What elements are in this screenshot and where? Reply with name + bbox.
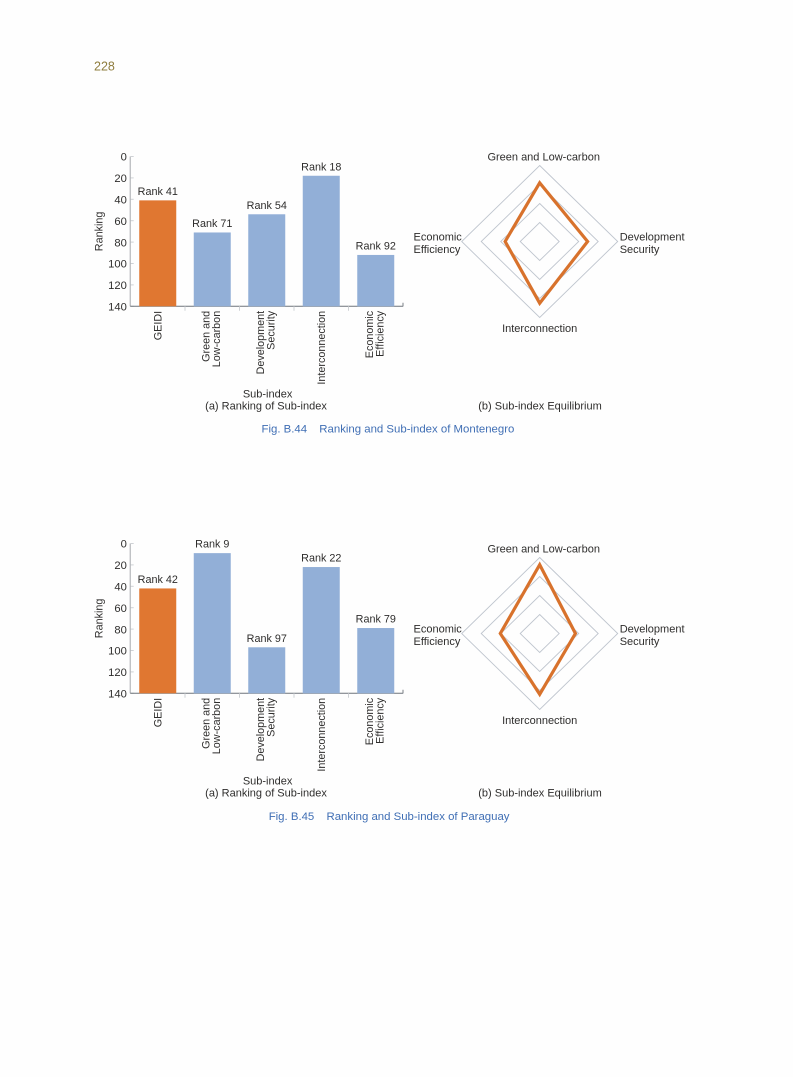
svg-text:Interconnection: Interconnection — [502, 323, 577, 335]
svg-text:Security: Security — [620, 244, 660, 256]
svg-text:Rank 41: Rank 41 — [138, 186, 178, 198]
svg-text:Security: Security — [620, 636, 660, 648]
svg-text:Development: Development — [620, 623, 685, 635]
svg-text:Green and: Green and — [200, 311, 212, 362]
svg-text:Rank 54: Rank 54 — [247, 200, 287, 212]
svg-text:(b) Sub-index Equilibrium: (b) Sub-index Equilibrium — [478, 788, 602, 800]
svg-text:Rank 71: Rank 71 — [192, 218, 232, 230]
svg-text:Interconnection: Interconnection — [316, 311, 328, 385]
svg-text:0: 0 — [121, 539, 127, 551]
svg-text:Interconnection: Interconnection — [316, 698, 328, 772]
svg-text:GEIDI: GEIDI — [153, 311, 165, 340]
svg-text:Sub-index: Sub-index — [243, 775, 293, 787]
svg-text:Economic: Economic — [364, 310, 376, 358]
svg-text:Ranking and Sub-index of Parag: Ranking and Sub-index of Paraguay — [327, 811, 510, 823]
svg-text:(a) Ranking of Sub-index: (a) Ranking of Sub-index — [205, 788, 327, 800]
svg-text:Ranking and Sub-index of Monte: Ranking and Sub-index of Montenegro — [319, 423, 514, 435]
svg-text:Security: Security — [266, 697, 278, 737]
svg-text:Low-carbon: Low-carbon — [211, 698, 223, 754]
svg-text:Security: Security — [266, 310, 278, 350]
svg-text:Ranking: Ranking — [94, 212, 106, 252]
svg-text:40: 40 — [114, 582, 126, 594]
svg-text:Fig. B.45: Fig. B.45 — [269, 811, 315, 823]
svg-text:228: 228 — [94, 60, 115, 74]
svg-text:Economic: Economic — [364, 697, 376, 745]
svg-text:60: 60 — [114, 603, 126, 615]
svg-text:Efficiency: Efficiency — [414, 244, 461, 256]
svg-text:Rank 9: Rank 9 — [195, 539, 229, 551]
svg-text:Efficiency: Efficiency — [414, 636, 461, 648]
svg-text:Efficiency: Efficiency — [375, 310, 387, 357]
svg-text:80: 80 — [114, 237, 126, 249]
svg-text:Rank 18: Rank 18 — [301, 161, 341, 173]
svg-text:Green and: Green and — [200, 698, 212, 749]
svg-text:Green and Low-carbon: Green and Low-carbon — [487, 543, 600, 555]
svg-text:140: 140 — [108, 689, 127, 701]
svg-text:Rank 97: Rank 97 — [247, 633, 287, 645]
svg-text:0: 0 — [121, 152, 127, 164]
svg-text:Efficiency: Efficiency — [375, 697, 387, 744]
svg-text:Interconnection: Interconnection — [502, 715, 577, 727]
svg-text:Rank 92: Rank 92 — [356, 240, 396, 252]
svg-text:Ranking: Ranking — [94, 599, 106, 639]
svg-text:Rank 22: Rank 22 — [301, 553, 341, 565]
svg-text:Low-carbon: Low-carbon — [211, 311, 223, 367]
svg-text:GEIDI: GEIDI — [153, 698, 165, 727]
svg-text:Economic: Economic — [414, 623, 463, 635]
svg-text:100: 100 — [108, 259, 127, 271]
svg-text:Rank 79: Rank 79 — [356, 614, 396, 626]
svg-text:Development: Development — [255, 698, 267, 762]
svg-text:(a) Ranking of Sub-index: (a) Ranking of Sub-index — [205, 401, 327, 413]
svg-text:20: 20 — [114, 173, 126, 185]
svg-text:80: 80 — [114, 624, 126, 636]
svg-text:40: 40 — [114, 195, 126, 207]
svg-text:(b) Sub-index Equilibrium: (b) Sub-index Equilibrium — [478, 401, 602, 413]
svg-text:Fig. B.44: Fig. B.44 — [262, 423, 308, 435]
svg-text:120: 120 — [108, 280, 127, 292]
svg-text:20: 20 — [114, 560, 126, 572]
svg-text:Sub-index: Sub-index — [243, 388, 293, 400]
svg-text:60: 60 — [114, 216, 126, 228]
svg-text:120: 120 — [108, 667, 127, 679]
svg-text:Development: Development — [620, 231, 685, 243]
svg-text:Green and Low-carbon: Green and Low-carbon — [487, 151, 600, 163]
svg-text:Rank 42: Rank 42 — [138, 574, 178, 586]
svg-text:Economic: Economic — [414, 231, 463, 243]
svg-text:140: 140 — [108, 302, 127, 314]
svg-text:Development: Development — [255, 311, 267, 375]
svg-text:100: 100 — [108, 646, 127, 658]
